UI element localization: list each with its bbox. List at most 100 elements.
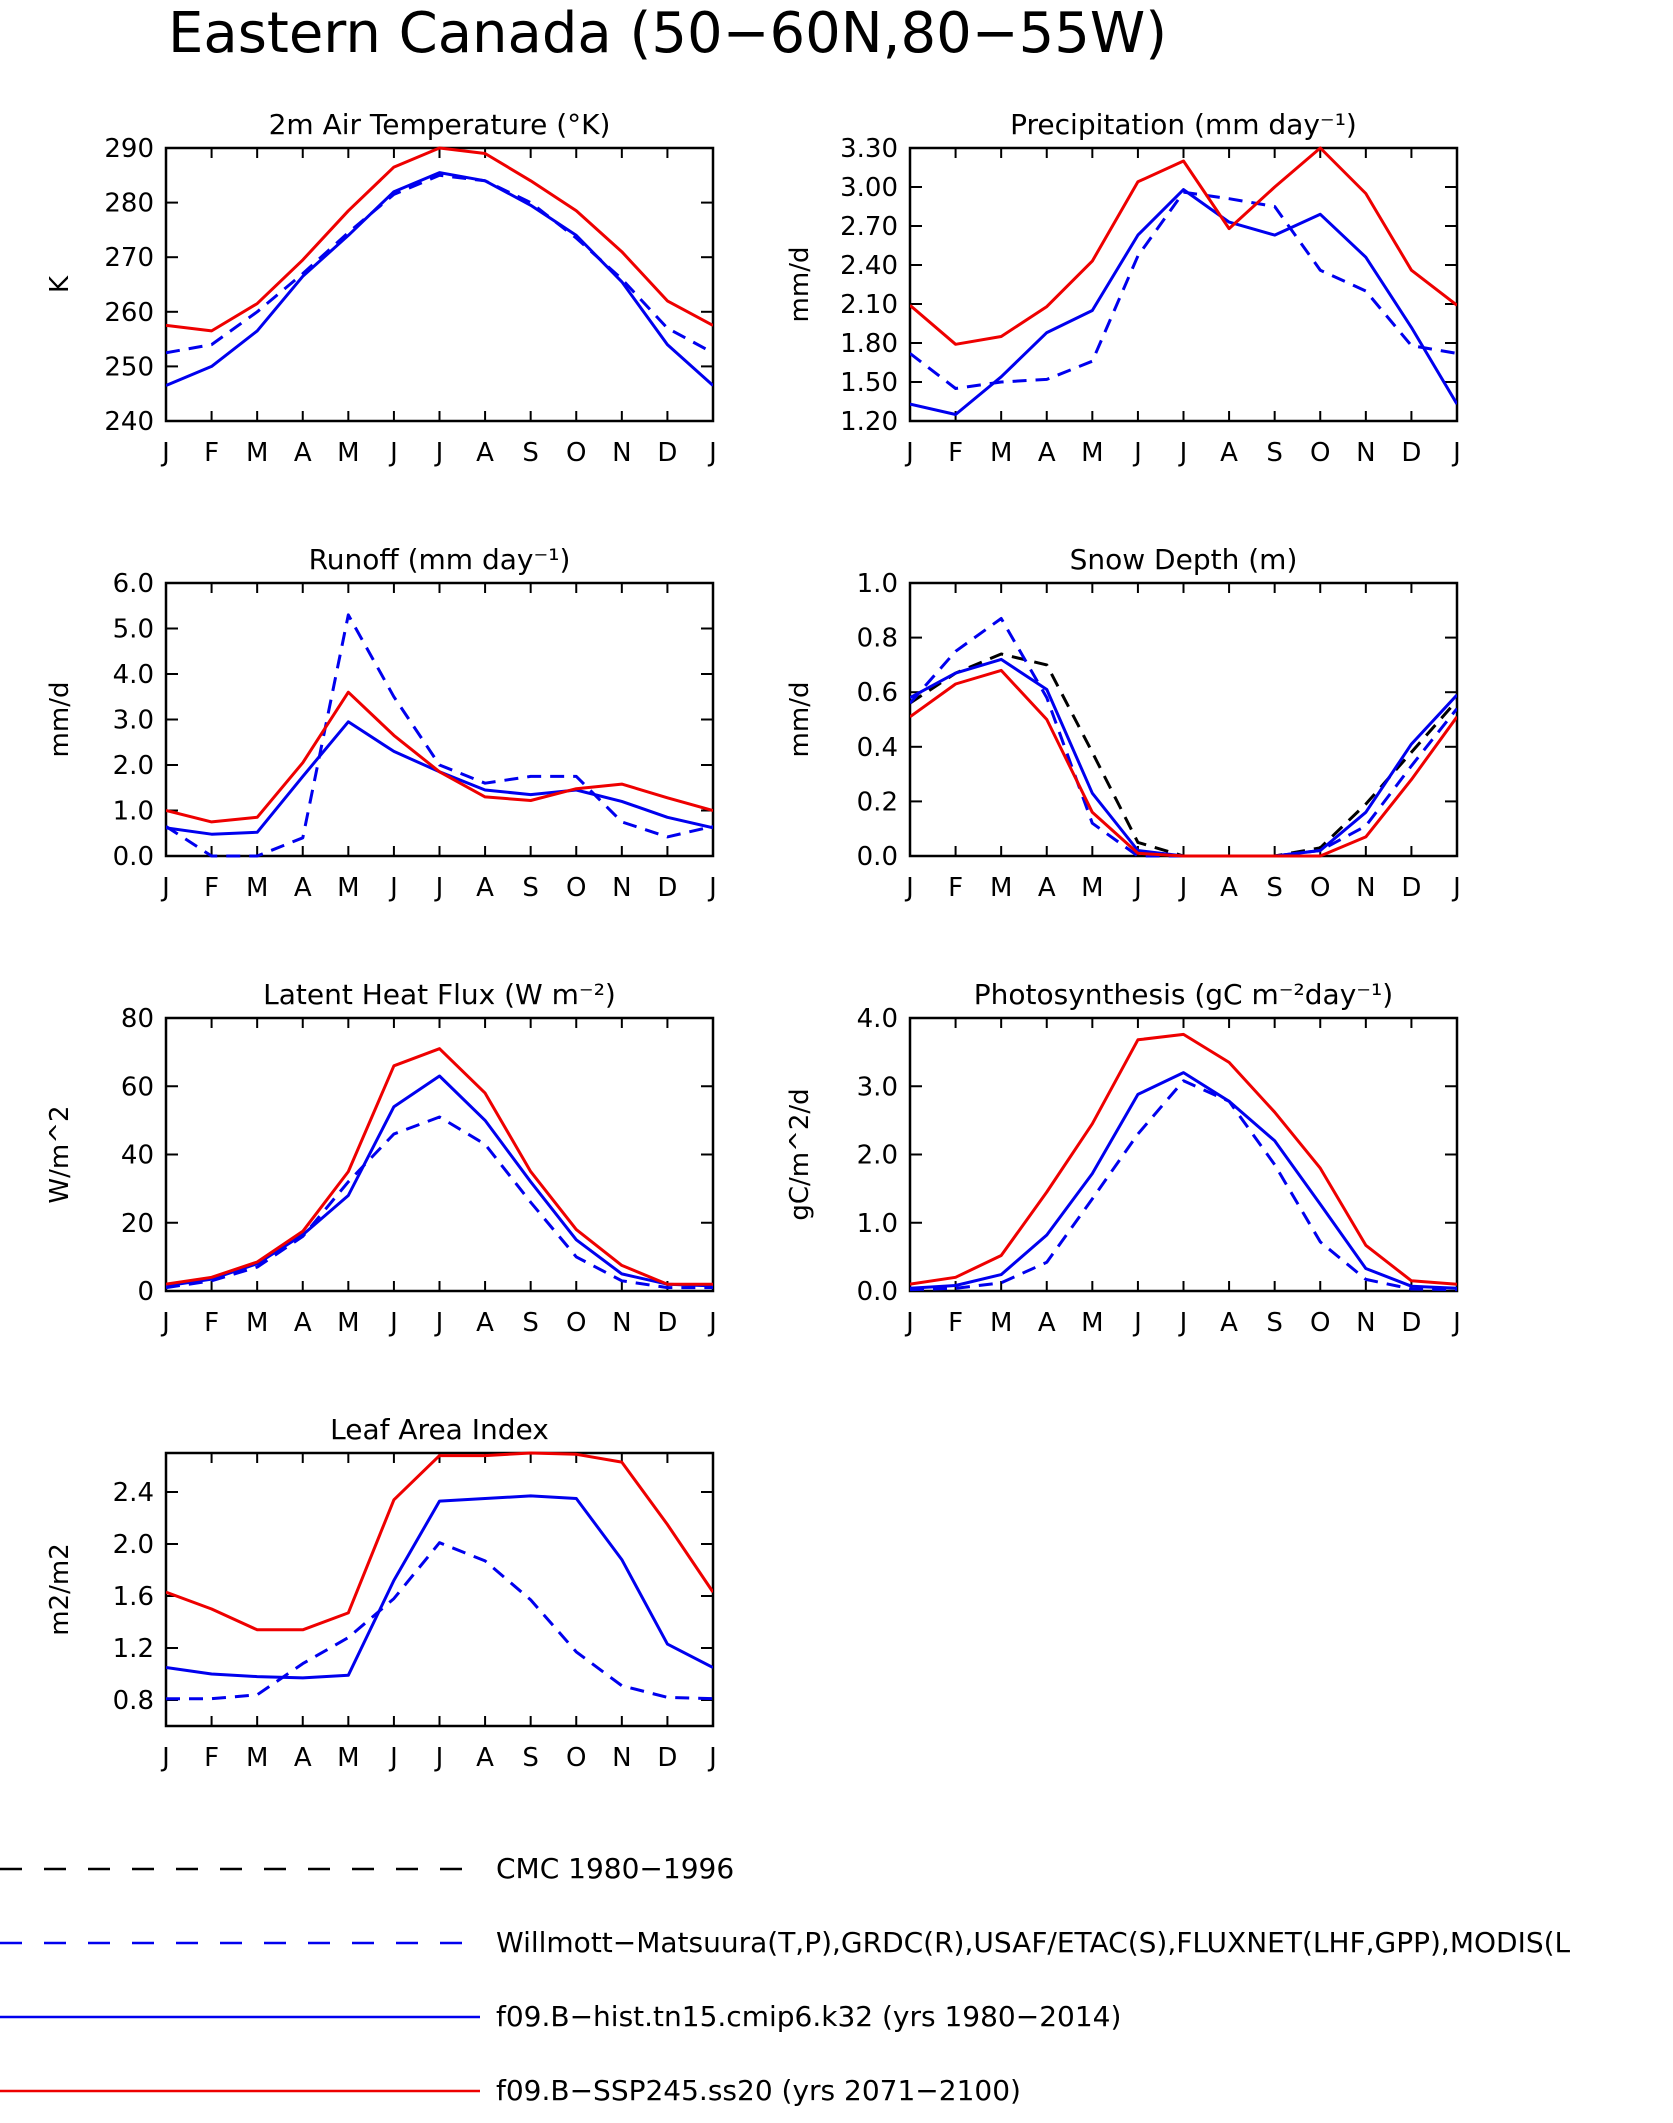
y-tick-label: 2.4 bbox=[113, 1478, 154, 1508]
series-line-3 bbox=[910, 146, 1457, 346]
plot-frame bbox=[164, 1016, 715, 1293]
x-tick-label: J bbox=[1178, 1308, 1188, 1338]
x-tick-label: D bbox=[657, 438, 677, 468]
x-tick-label: A bbox=[476, 1743, 494, 1773]
x-tick-label: A bbox=[1038, 873, 1056, 903]
x-tick-label: A bbox=[1220, 438, 1238, 468]
x-tick-label: D bbox=[657, 1743, 677, 1773]
chart-panel-1: 2m Air Temperature (°K)J F M A M J J A S O N D J2402… bbox=[45, 108, 717, 468]
x-tick-label: N bbox=[612, 1308, 631, 1338]
x-tick-label: J bbox=[1132, 873, 1142, 903]
y-tick-label: 0.2 bbox=[857, 787, 898, 817]
y-tick-label: 260 bbox=[104, 298, 154, 328]
y-tick-label: 1.2 bbox=[113, 1634, 154, 1664]
x-tick-label: A bbox=[1038, 438, 1056, 468]
x-tick-label: M bbox=[246, 1743, 268, 1773]
x-tick-label: F bbox=[204, 1308, 219, 1338]
x-tick-label: J bbox=[434, 438, 444, 468]
x-tick-label: M bbox=[1081, 1308, 1103, 1338]
x-tick-label: F bbox=[204, 873, 219, 903]
series-group bbox=[166, 1047, 713, 1290]
y-tick-label: 3.30 bbox=[840, 134, 898, 164]
series-line-3 bbox=[166, 1047, 713, 1286]
x-tick-label: J bbox=[1178, 873, 1188, 903]
x-tick-label: S bbox=[522, 1743, 539, 1773]
y-tick-label: 1.20 bbox=[840, 407, 898, 437]
y-tick-label: 80 bbox=[121, 1004, 154, 1034]
x-tick-label: J bbox=[707, 873, 717, 903]
series-line-2 bbox=[910, 1071, 1457, 1290]
y-tick-label: 240 bbox=[104, 407, 154, 437]
y-tick-label: 4.0 bbox=[857, 1004, 898, 1034]
x-tick-label: J bbox=[904, 438, 914, 468]
plot-frame bbox=[164, 146, 715, 423]
y-axis-label: K bbox=[45, 275, 75, 293]
y-tick-label: 2.70 bbox=[840, 212, 898, 242]
y-tick-label: 60 bbox=[121, 1072, 154, 1102]
y-axis-label: gC/m^2/d bbox=[785, 1088, 815, 1220]
panel-title: Runoff (mm day⁻¹) bbox=[309, 543, 571, 576]
x-tick-label: M bbox=[337, 438, 359, 468]
x-tick-label: J bbox=[434, 873, 444, 903]
x-tick-label: A bbox=[294, 873, 312, 903]
x-tick-label: A bbox=[294, 1308, 312, 1338]
y-tick-label: 3.0 bbox=[113, 706, 154, 736]
y-tick-label: 0.0 bbox=[857, 1277, 898, 1307]
x-tick-label: O bbox=[1310, 438, 1330, 468]
panel-title: 2m Air Temperature (°K) bbox=[269, 108, 611, 141]
x-tick-label: J bbox=[434, 1308, 444, 1338]
y-axis-label: W/m^2 bbox=[45, 1105, 75, 1203]
y-axis-label: m2/m2 bbox=[45, 1543, 75, 1636]
x-tick-label: J bbox=[1451, 1308, 1461, 1338]
x-tick-label: M bbox=[1081, 438, 1103, 468]
x-tick-label: F bbox=[948, 438, 963, 468]
y-tick-label: 0.0 bbox=[113, 842, 154, 872]
x-tick-label: N bbox=[612, 1743, 631, 1773]
legend-label-4: f09.B−SSP245.ss20 (yrs 2071−2100) bbox=[496, 2074, 1021, 2107]
y-tick-label: 1.0 bbox=[857, 1209, 898, 1239]
x-tick-label: J bbox=[1132, 1308, 1142, 1338]
x-tick-label: D bbox=[657, 873, 677, 903]
chart-panel-4: Snow Depth (m)J F M A M J J A S O N D J0.00.20.40.60… bbox=[785, 543, 1461, 903]
legend: CMC 1980−1996 Willmott−Matsuura(T,P),GRDC… bbox=[0, 1852, 1571, 2107]
x-tick-label: A bbox=[1038, 1308, 1056, 1338]
x-tick-label: O bbox=[1310, 873, 1330, 903]
y-tick-label: 0.0 bbox=[857, 842, 898, 872]
y-tick-label: 0.8 bbox=[857, 624, 898, 654]
legend-label-1: CMC 1980−1996 bbox=[496, 1852, 734, 1885]
chart-panel-6: Photosynthesis (gC m⁻²day⁻¹)J F M A M J J A S O N D… bbox=[785, 978, 1461, 1338]
y-tick-label: 290 bbox=[104, 134, 154, 164]
series-line-2 bbox=[166, 1074, 713, 1288]
series-line-1 bbox=[166, 1115, 713, 1290]
series-line-3 bbox=[910, 1032, 1457, 1286]
x-tick-label: S bbox=[522, 438, 539, 468]
series-line-3 bbox=[166, 1451, 713, 1632]
x-tick-label: N bbox=[612, 438, 631, 468]
x-tick-label: J bbox=[1451, 438, 1461, 468]
series-line-2 bbox=[166, 1494, 713, 1680]
series-line-2 bbox=[910, 617, 1457, 858]
x-tick-label: M bbox=[337, 873, 359, 903]
x-tick-label: M bbox=[337, 1743, 359, 1773]
series-line-1 bbox=[166, 173, 713, 355]
series-line-1 bbox=[910, 190, 1457, 390]
series-line-1 bbox=[910, 1079, 1457, 1292]
legend-label-2: Willmott−Matsuura(T,P),GRDC(R),USAF/ETAC… bbox=[496, 1926, 1571, 1959]
x-tick-label: A bbox=[476, 873, 494, 903]
y-tick-label: 20 bbox=[121, 1209, 154, 1239]
x-tick-label: S bbox=[522, 873, 539, 903]
x-tick-label: D bbox=[657, 1308, 677, 1338]
x-tick-label: F bbox=[204, 438, 219, 468]
y-axis-label: mm/d bbox=[785, 682, 815, 758]
x-tick-label: J bbox=[388, 873, 398, 903]
x-tick-label: J bbox=[1451, 873, 1461, 903]
x-tick-label: O bbox=[566, 1308, 586, 1338]
x-tick-label: A bbox=[294, 438, 312, 468]
y-tick-label: 0.4 bbox=[857, 733, 898, 763]
x-tick-label: J bbox=[388, 1308, 398, 1338]
y-tick-label: 6.0 bbox=[113, 569, 154, 599]
y-tick-label: 280 bbox=[104, 189, 154, 219]
x-tick-label: J bbox=[388, 438, 398, 468]
x-tick-label: D bbox=[1401, 1308, 1421, 1338]
chart-panel-2: Precipitation (mm day⁻¹)J F M A M J J A S O N D J1.2… bbox=[785, 108, 1461, 468]
